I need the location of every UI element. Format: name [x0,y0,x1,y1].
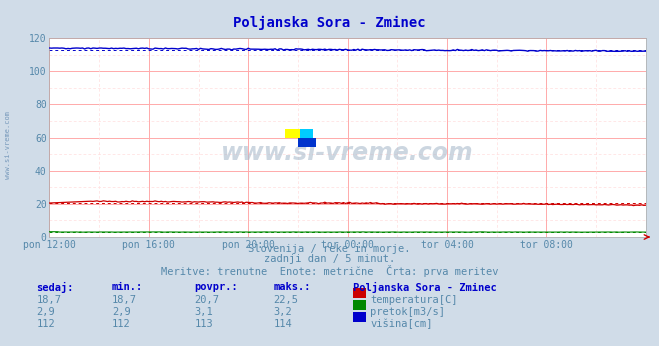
Text: www.si-vreme.com: www.si-vreme.com [221,142,474,165]
Text: 3,1: 3,1 [194,307,213,317]
Text: 112: 112 [36,319,55,329]
Text: 22,5: 22,5 [273,295,299,305]
Text: 114: 114 [273,319,292,329]
Text: višina[cm]: višina[cm] [370,319,433,329]
Text: 3,2: 3,2 [273,307,292,317]
Text: povpr.:: povpr.: [194,282,238,292]
Text: 20,7: 20,7 [194,295,219,305]
Text: Poljanska Sora - Zminec: Poljanska Sora - Zminec [233,16,426,30]
Text: pretok[m3/s]: pretok[m3/s] [370,307,445,317]
Text: 18,7: 18,7 [112,295,137,305]
Text: min.:: min.: [112,282,143,292]
Text: 18,7: 18,7 [36,295,61,305]
Text: 2,9: 2,9 [112,307,130,317]
Text: zadnji dan / 5 minut.: zadnji dan / 5 minut. [264,254,395,264]
Text: Meritve: trenutne  Enote: metrične  Črta: prva meritev: Meritve: trenutne Enote: metrične Črta: … [161,265,498,277]
Text: maks.:: maks.: [273,282,311,292]
Text: 2,9: 2,9 [36,307,55,317]
Text: temperatura[C]: temperatura[C] [370,295,458,305]
Text: Slovenija / reke in morje.: Slovenija / reke in morje. [248,244,411,254]
Text: 112: 112 [112,319,130,329]
Text: sedaj:: sedaj: [36,282,74,293]
Text: 113: 113 [194,319,213,329]
Text: www.si-vreme.com: www.si-vreme.com [5,111,11,179]
Text: Poljanska Sora - Zminec: Poljanska Sora - Zminec [353,282,496,293]
